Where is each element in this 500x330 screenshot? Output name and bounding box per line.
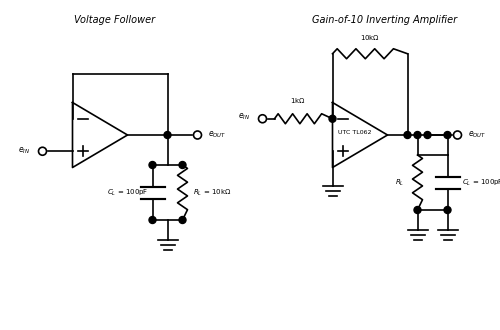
Text: 1k$\Omega$: 1k$\Omega$ [290,96,306,105]
Text: $C_L$ = 100pF: $C_L$ = 100pF [462,178,500,187]
Circle shape [149,216,156,223]
Circle shape [414,131,421,139]
Text: Voltage Follower: Voltage Follower [74,15,156,25]
Text: $C_L$ = 100pF: $C_L$ = 100pF [107,187,148,198]
Text: $R_L$ = 10k$\Omega$: $R_L$ = 10k$\Omega$ [194,187,232,198]
Circle shape [258,115,266,123]
Circle shape [424,131,431,139]
Circle shape [404,131,411,139]
Circle shape [149,161,156,169]
Circle shape [38,147,46,155]
Text: $e_{OUT}$: $e_{OUT}$ [468,130,486,140]
Circle shape [454,131,462,139]
Text: $e_{IN}$: $e_{IN}$ [18,146,30,156]
Text: Gain-of-10 Inverting Amplifier: Gain-of-10 Inverting Amplifier [312,15,458,25]
Circle shape [164,131,171,139]
Text: 10k$\Omega$: 10k$\Omega$ [360,33,380,42]
Circle shape [179,161,186,169]
Circle shape [444,207,451,214]
Circle shape [444,131,451,139]
Circle shape [329,115,336,122]
Text: UTC TL062: UTC TL062 [338,129,372,135]
Circle shape [414,207,421,214]
Circle shape [179,216,186,223]
Circle shape [194,131,202,139]
Text: $e_{OUT}$: $e_{OUT}$ [208,130,226,140]
Text: $R_L$: $R_L$ [395,178,404,187]
Text: $e_{IN}$: $e_{IN}$ [238,112,250,122]
